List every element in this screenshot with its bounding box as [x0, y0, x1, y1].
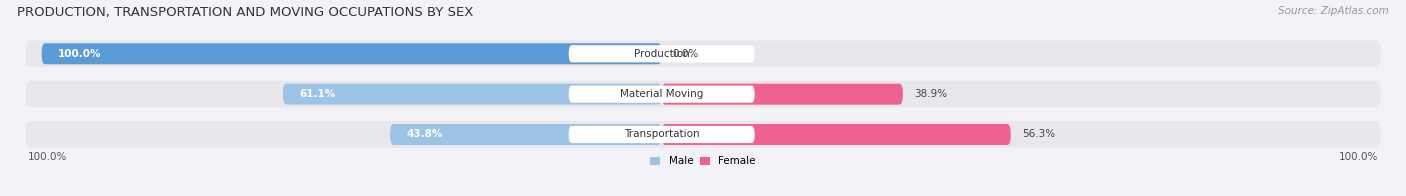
- Text: 43.8%: 43.8%: [406, 130, 443, 140]
- Text: Transportation: Transportation: [624, 130, 699, 140]
- Text: 38.9%: 38.9%: [914, 89, 948, 99]
- FancyBboxPatch shape: [283, 84, 662, 105]
- Text: 100.0%: 100.0%: [28, 152, 67, 162]
- FancyBboxPatch shape: [662, 124, 1011, 145]
- FancyBboxPatch shape: [568, 126, 755, 143]
- Text: 56.3%: 56.3%: [1022, 130, 1054, 140]
- FancyBboxPatch shape: [662, 84, 903, 105]
- FancyBboxPatch shape: [568, 85, 755, 103]
- FancyBboxPatch shape: [25, 121, 1381, 148]
- Legend: Male, Female: Male, Female: [650, 156, 756, 166]
- FancyBboxPatch shape: [25, 40, 1381, 67]
- Text: 100.0%: 100.0%: [58, 49, 101, 59]
- FancyBboxPatch shape: [389, 124, 662, 145]
- FancyBboxPatch shape: [42, 43, 662, 64]
- FancyBboxPatch shape: [568, 45, 755, 62]
- FancyBboxPatch shape: [25, 81, 1381, 107]
- Text: Production: Production: [634, 49, 689, 59]
- Text: Source: ZipAtlas.com: Source: ZipAtlas.com: [1278, 6, 1389, 16]
- Text: 100.0%: 100.0%: [1339, 152, 1378, 162]
- Text: PRODUCTION, TRANSPORTATION AND MOVING OCCUPATIONS BY SEX: PRODUCTION, TRANSPORTATION AND MOVING OC…: [17, 6, 474, 19]
- Text: Material Moving: Material Moving: [620, 89, 703, 99]
- Text: 61.1%: 61.1%: [299, 89, 336, 99]
- Text: 0.0%: 0.0%: [672, 49, 699, 59]
